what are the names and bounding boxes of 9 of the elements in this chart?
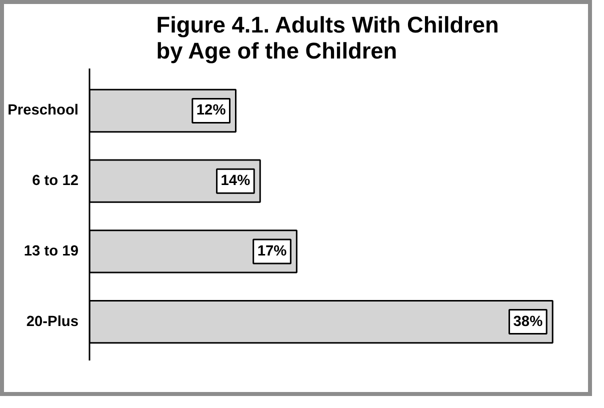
y-tick-label: 20-Plus <box>26 314 79 330</box>
chart-title: Figure 4.1. Adults With Children by Age of the Children <box>156 12 499 64</box>
data-label: 17% <box>257 243 287 260</box>
y-tick-label: 13 to 19 <box>24 243 79 260</box>
y-tick-label: Preschool <box>8 102 79 119</box>
y-tick-label: 6 to 12 <box>32 173 79 190</box>
data-label: 38% <box>513 314 543 330</box>
data-label: 12% <box>196 102 226 119</box>
data-label: 14% <box>220 173 250 190</box>
